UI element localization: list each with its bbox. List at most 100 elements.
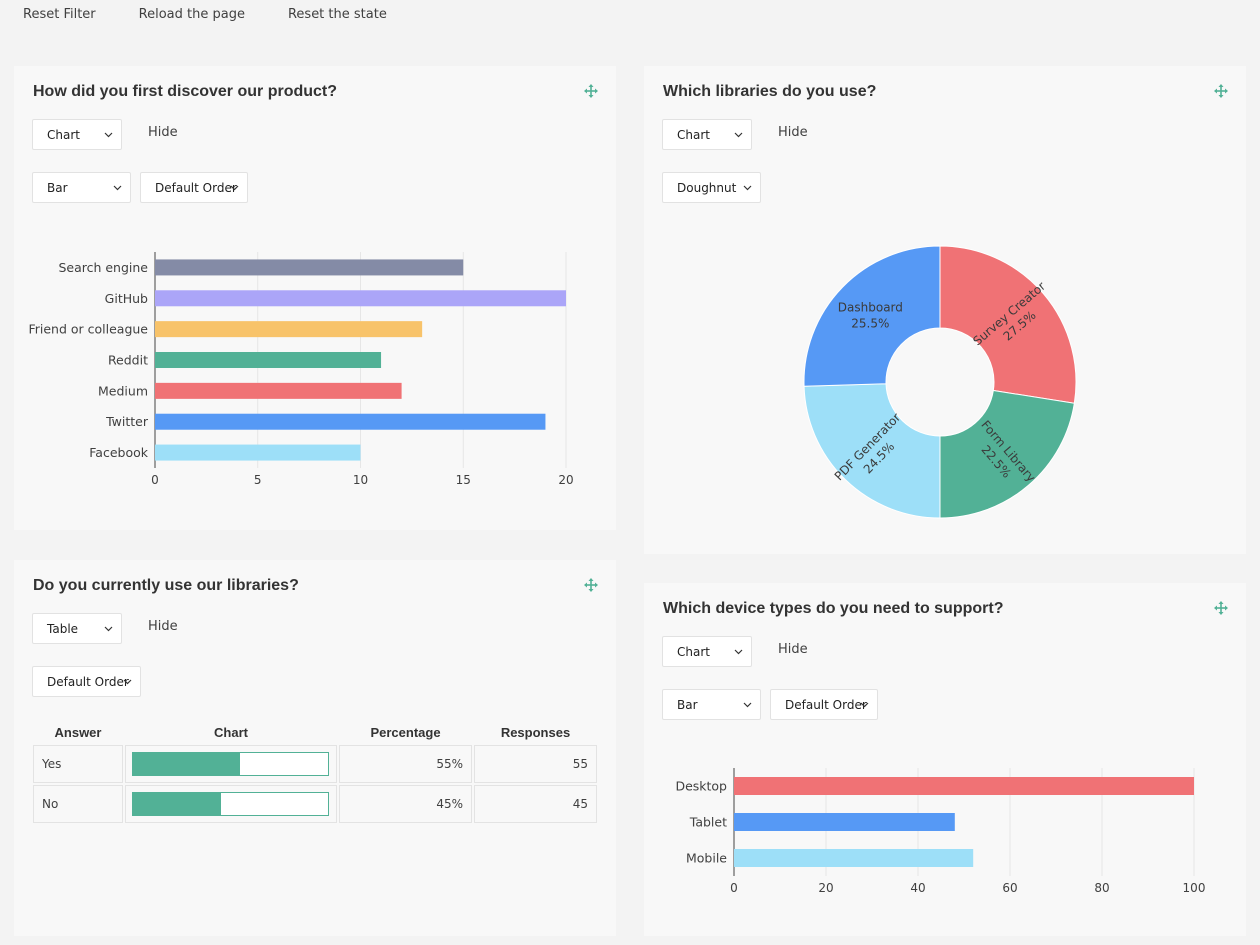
category-label: GitHub <box>105 291 148 306</box>
percentage-cell: 55% <box>339 745 472 783</box>
visualizer-select[interactable]: Chart <box>662 636 752 667</box>
percentage-bar-fill <box>133 793 221 815</box>
x-tick-label: 40 <box>910 881 925 895</box>
x-tick-label: 80 <box>1094 881 1109 895</box>
reload-page-button[interactable]: Reload the page <box>138 7 245 22</box>
move-icon[interactable] <box>1214 601 1228 615</box>
devices-bar-chart: 0 20 40 60 80 100 Desktop Tablet Mobile <box>675 768 1206 895</box>
order-select[interactable]: Default Order <box>140 172 248 203</box>
hide-button[interactable]: Hide <box>778 642 808 657</box>
visualizer-select-value: Chart <box>677 127 710 142</box>
slice-value-label: 25.5% <box>851 316 889 330</box>
responses-cell: 55 <box>474 745 597 783</box>
category-label: Reddit <box>108 353 148 368</box>
discover-bar-chart: 0 5 10 15 20 Search engine GitHub Friend or col… <box>28 252 574 487</box>
reset-state-button[interactable]: Reset the state <box>287 7 387 22</box>
doughnut-slice <box>939 245 1077 404</box>
order-select-value: Default Order <box>785 697 867 712</box>
table-row: No 45% 45 <box>33 785 597 823</box>
panel-devices: Which device types do you need to suppor… <box>644 583 1246 936</box>
chart-type-select-value: Bar <box>47 180 68 195</box>
x-tick-label: 0 <box>730 881 738 895</box>
x-tick-label: 0 <box>151 473 159 487</box>
header-answer[interactable]: Answer <box>54 724 102 740</box>
category-label: Facebook <box>89 445 148 460</box>
order-select-value: Default Order <box>155 180 237 195</box>
visualizer-select[interactable]: Table <box>32 613 122 644</box>
visualizer-select-value: Table <box>47 621 79 636</box>
responses-cell: 45 <box>474 785 597 823</box>
answer-cell: Yes <box>33 745 123 783</box>
order-select-value: Default Order <box>47 674 129 689</box>
chart-type-select[interactable]: Doughnut <box>662 172 761 203</box>
order-select[interactable]: Default Order <box>770 689 878 720</box>
x-tick-label: 10 <box>353 473 368 487</box>
category-label: Mobile <box>686 851 727 866</box>
panel-libraries: Which libraries do you use? Chart Hide D… <box>644 66 1246 554</box>
panel-title: Which libraries do you use? <box>663 83 877 100</box>
hide-button[interactable]: Hide <box>148 619 178 634</box>
panel-title: Do you currently use our libraries? <box>33 577 299 594</box>
chevron-down-icon <box>123 677 132 686</box>
category-label: Search engine <box>58 260 148 275</box>
percentage-cell: 45% <box>339 785 472 823</box>
table-row: Yes 55% 55 <box>33 745 597 783</box>
category-label: Tablet <box>689 815 727 830</box>
header-percentage[interactable]: Percentage <box>370 724 441 740</box>
header-responses[interactable]: Responses <box>500 724 571 740</box>
hide-button[interactable]: Hide <box>778 125 808 140</box>
move-icon[interactable] <box>584 578 598 592</box>
category-label: Twitter <box>105 414 149 429</box>
visualizer-select[interactable]: Chart <box>32 119 122 150</box>
bar <box>734 777 1194 795</box>
doughnut-slice <box>803 383 941 519</box>
bar <box>155 444 361 461</box>
toolbar: Reset Filter Reload the page Reset the s… <box>23 6 430 24</box>
chevron-down-icon <box>860 700 869 709</box>
visualizer-select-value: Chart <box>47 127 80 142</box>
bar <box>734 849 974 867</box>
percentage-bar <box>132 752 329 776</box>
chevron-down-icon <box>230 183 239 192</box>
panel-title: How did you first discover our product? <box>33 83 338 100</box>
bar <box>155 290 566 307</box>
slice-label-group: Dashboard 25.5% <box>838 300 903 330</box>
x-tick-label: 20 <box>818 881 833 895</box>
chart-type-select-value: Bar <box>677 697 698 712</box>
move-icon[interactable] <box>584 84 598 98</box>
bar <box>155 382 402 399</box>
panel-title: Which device types do you need to suppor… <box>663 600 1004 617</box>
header-chart[interactable]: Chart <box>214 724 248 740</box>
move-icon[interactable] <box>1214 84 1228 98</box>
chevron-down-icon <box>104 130 113 139</box>
panel-discover: How did you first discover our product? … <box>14 66 616 530</box>
responses-table: Answer Chart Percentage Responses Yes 55… <box>31 719 599 825</box>
x-tick-label: 15 <box>456 473 471 487</box>
doughnut-slice <box>803 245 941 387</box>
chevron-down-icon <box>743 700 752 709</box>
category-label: Friend or colleague <box>28 322 148 337</box>
answer-cell: No <box>33 785 123 823</box>
bar <box>155 352 382 368</box>
chart-type-select[interactable]: Bar <box>32 172 131 203</box>
reset-filter-button[interactable]: Reset Filter <box>23 7 96 22</box>
chevron-down-icon <box>113 183 122 192</box>
slice-name-label: Dashboard <box>838 300 903 314</box>
visualizer-select[interactable]: Chart <box>662 119 752 150</box>
chevron-down-icon <box>734 130 743 139</box>
chevron-down-icon <box>104 624 113 633</box>
bar <box>155 321 423 338</box>
category-label: Desktop <box>675 779 727 794</box>
bar <box>734 813 955 831</box>
category-label: Medium <box>98 383 148 398</box>
chevron-down-icon <box>734 647 743 656</box>
x-tick-label: 20 <box>558 473 573 487</box>
x-tick-label: 100 <box>1183 881 1206 895</box>
percentage-bar-fill <box>133 753 241 775</box>
chevron-down-icon <box>743 183 752 192</box>
percentage-bar <box>132 792 329 816</box>
chart-type-select[interactable]: Bar <box>662 689 761 720</box>
order-select[interactable]: Default Order <box>32 666 141 697</box>
hide-button[interactable]: Hide <box>148 125 178 140</box>
